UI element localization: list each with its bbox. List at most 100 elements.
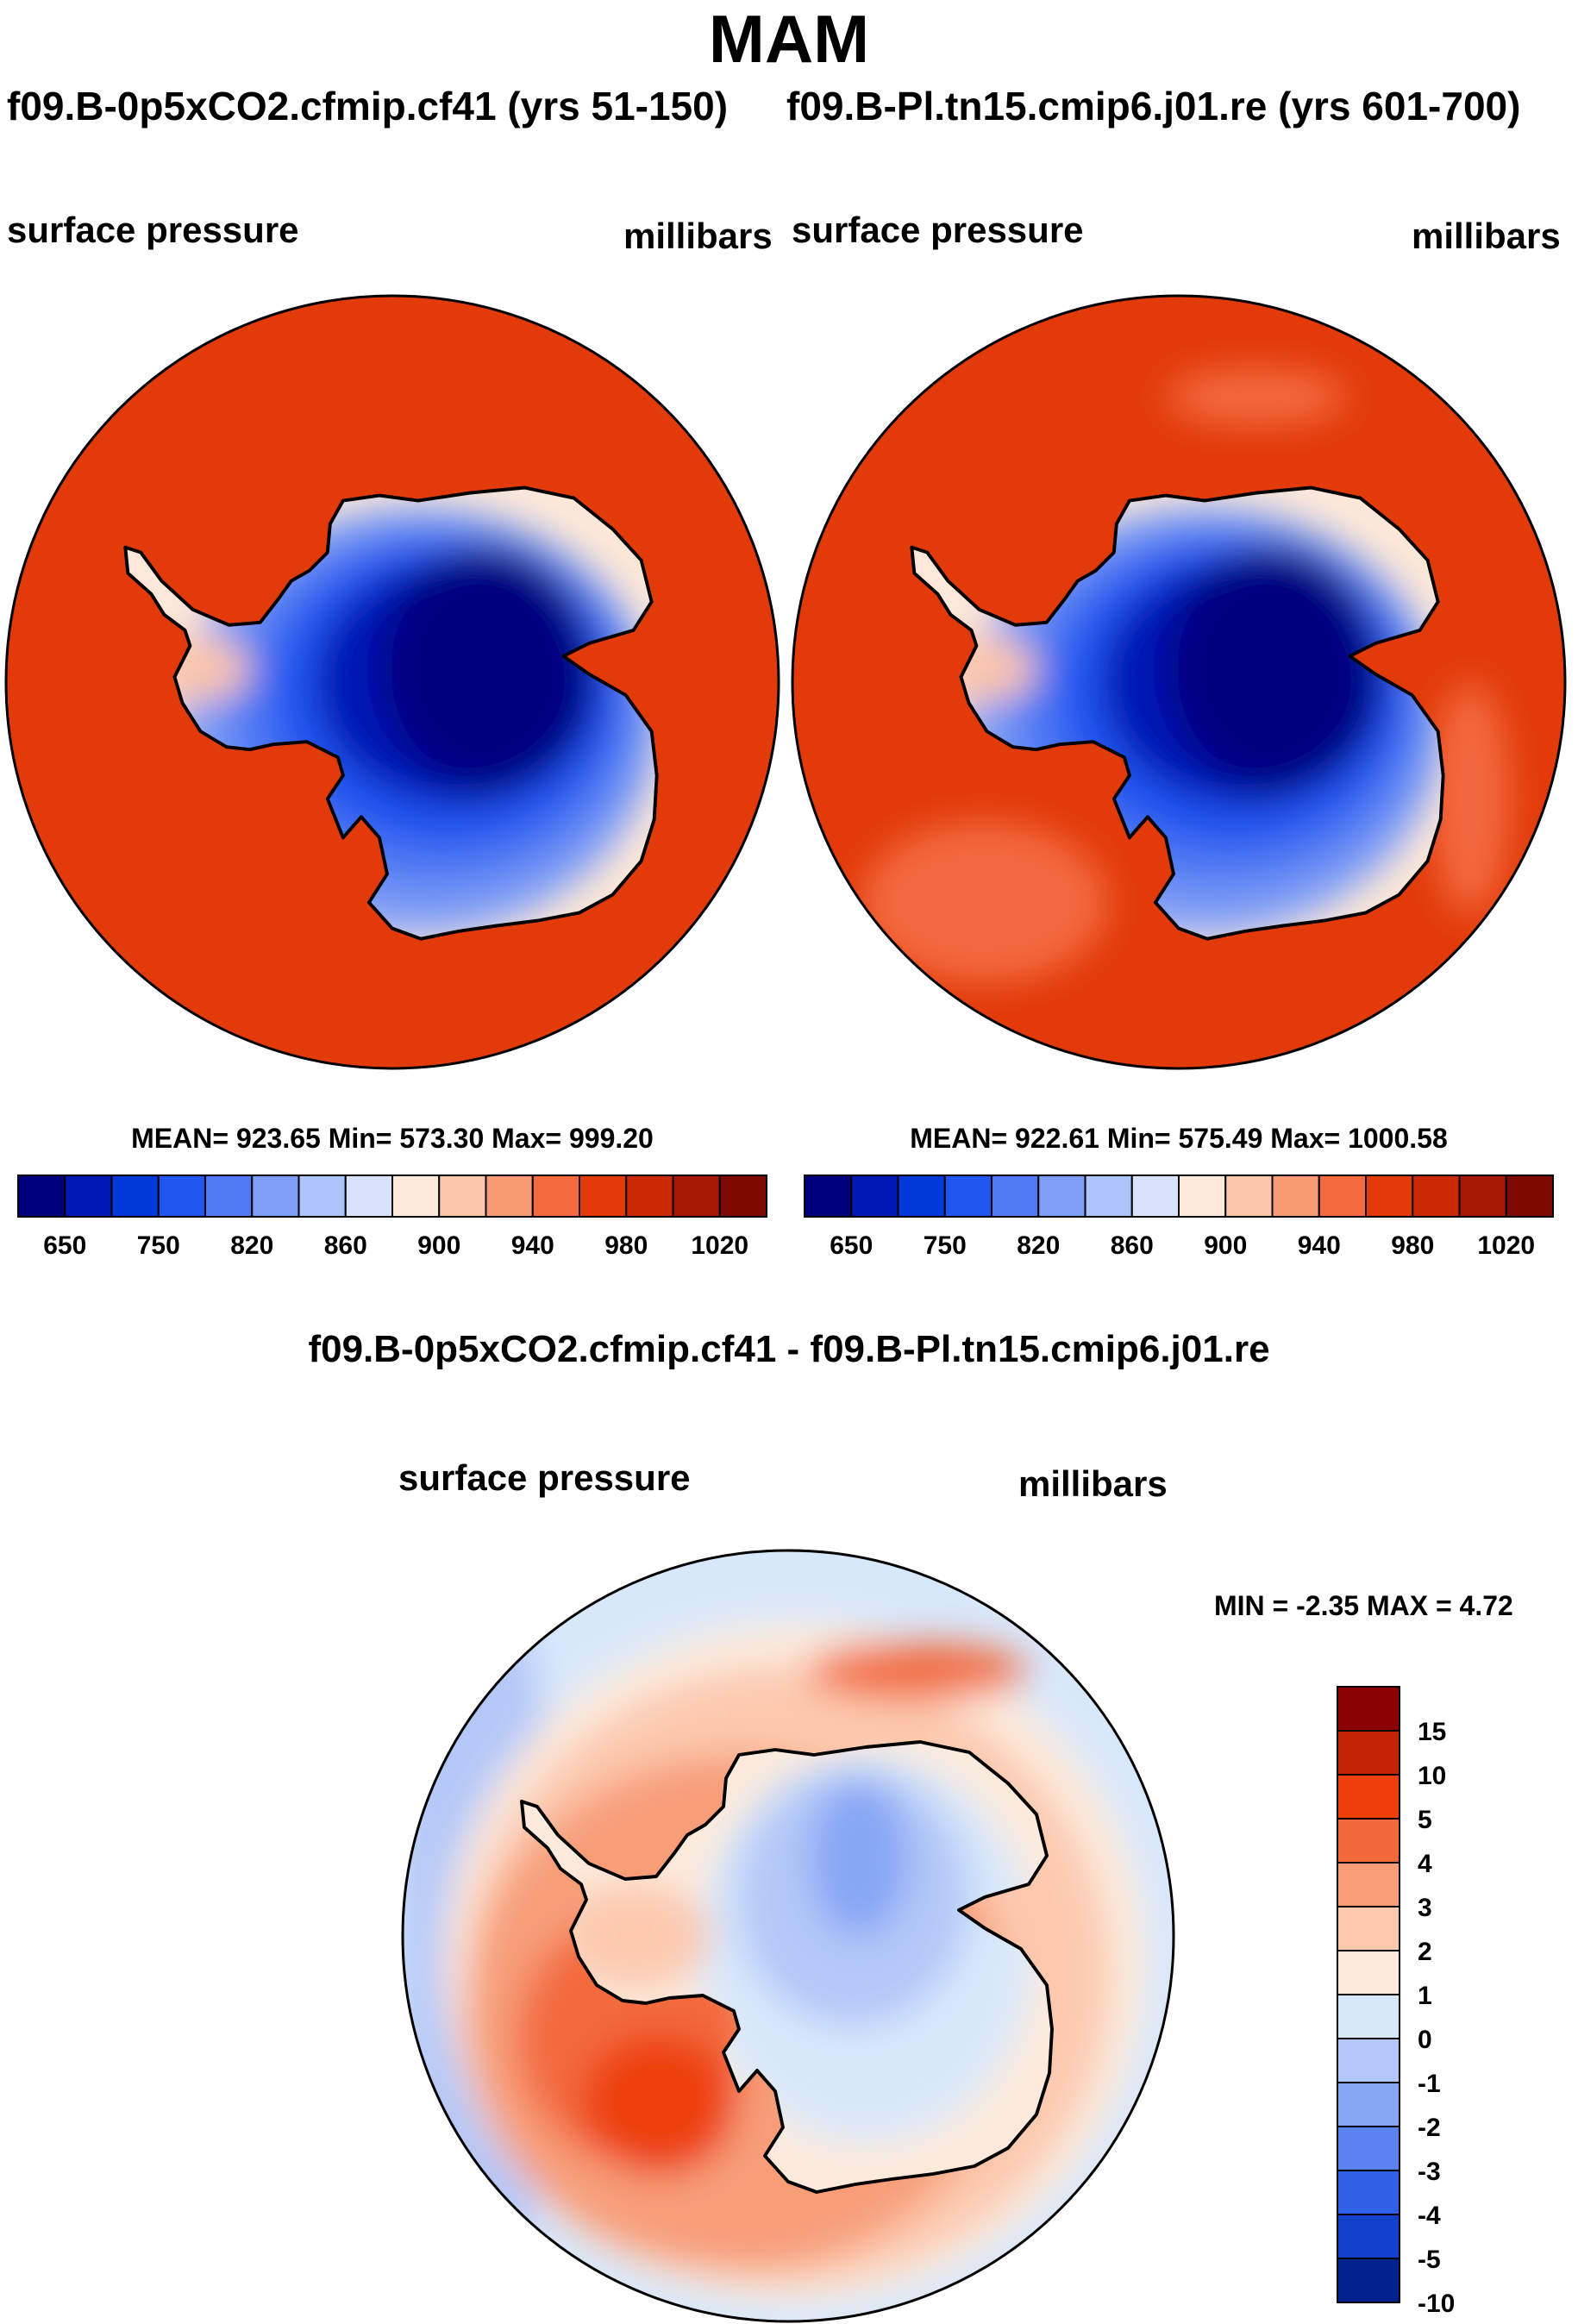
panel1-colorbar-swatch-15	[718, 1175, 767, 1218]
difference-colorbar-swatch-2	[1337, 1774, 1400, 1820]
panel1-colorbar-swatch-10	[485, 1175, 534, 1218]
panel2-colorbar-swatch-1	[850, 1175, 899, 1218]
difference-colorbar-tick-label: 4	[1418, 1850, 1432, 1878]
panel2-map-border	[791, 294, 1567, 1070]
difference-colorbar-tick-label: 1	[1418, 1982, 1432, 2010]
panel2-colorbar-swatch-11	[1318, 1175, 1367, 1218]
difference-colorbar-tick-label: 10	[1418, 1762, 1446, 1790]
panel1-map	[4, 294, 780, 1070]
panel2-case-label: f09.B-Pl.tn15.cmip6.j01.re (yrs 601-700)	[786, 84, 1521, 128]
difference-colorbar-tick-label: -10	[1418, 2290, 1455, 2318]
diff-units-label: millibars	[1018, 1463, 1168, 1504]
panel1-colorbar-tick-label: 650	[43, 1231, 86, 1260]
difference-colorbar-tick-label: -5	[1418, 2246, 1441, 2274]
difference-colorbar-swatch-12	[1337, 2214, 1400, 2259]
difference-colorbar-swatch-10	[1337, 2126, 1400, 2171]
difference-colorbar-tick-label: 5	[1418, 1806, 1432, 1834]
panel2-colorbar-swatch-3	[943, 1175, 993, 1218]
panel2-colorbar-swatch-6	[1084, 1175, 1133, 1218]
panel1-colorbar-swatch-13	[625, 1175, 674, 1218]
difference-colorbar-swatch-7	[1337, 1994, 1400, 2039]
panel2-colorbar-swatch-9	[1224, 1175, 1274, 1218]
panel2-units-label: millibars	[1412, 216, 1561, 256]
panel1-colorbar-swatch-5	[251, 1175, 300, 1218]
panel2-colorbar-swatch-10	[1271, 1175, 1320, 1218]
panel1-colorbar-tick-label: 860	[324, 1231, 367, 1260]
difference-colorbar-swatch-13	[1337, 2258, 1400, 2303]
difference-colorbar-swatch-3	[1337, 1818, 1400, 1864]
diff-variable-label: surface pressure	[398, 1457, 691, 1498]
panel2-variable-label: surface pressure	[792, 210, 1084, 250]
panel1-colorbar-swatch-11	[531, 1175, 580, 1218]
panel1-colorbar-tick-label: 1020	[691, 1231, 748, 1260]
figure-title: MAM	[708, 1, 870, 77]
panel1-colorbar-swatch-14	[672, 1175, 721, 1218]
difference-colorbar-swatch-4	[1337, 1862, 1400, 1907]
difference-map	[401, 1549, 1175, 2323]
panel1-colorbar-swatch-9	[438, 1175, 487, 1218]
panel1-colorbar-swatch-2	[110, 1175, 160, 1218]
difference-colorbar-swatch-8	[1337, 2038, 1400, 2083]
panel1-colorbar-swatch-12	[579, 1175, 628, 1218]
difference-continent-field	[522, 1742, 1052, 2192]
diff-minmax: MIN = -2.35 MAX = 4.72	[1214, 1590, 1513, 1621]
panel2-colorbar-tick-label: 820	[1017, 1231, 1060, 1260]
difference-colorbar-tick-label: -4	[1418, 2202, 1441, 2230]
difference-colorbar-tick-label: 2	[1418, 1938, 1432, 1966]
panel2-colorbar-tick-label: 900	[1204, 1231, 1247, 1260]
panel1-colorbar-tick-label: 940	[511, 1231, 554, 1260]
panel2-colorbar-swatch-8	[1178, 1175, 1227, 1218]
panel2-colorbar-swatch-2	[897, 1175, 946, 1218]
panel1-colorbar-tick-label: 750	[137, 1231, 180, 1260]
panel2-colorbar-swatch-5	[1037, 1175, 1086, 1218]
panel2-colorbar-swatch-12	[1365, 1175, 1414, 1218]
panel2-colorbar-swatch-0	[804, 1175, 853, 1218]
panel1-colorbar-swatch-8	[391, 1175, 441, 1218]
panel2-colorbar-tick-label: 860	[1111, 1231, 1154, 1260]
panel1-colorbar-swatch-4	[204, 1175, 254, 1218]
difference-colorbar-swatch-6	[1337, 1950, 1400, 1995]
panel2-stats: MEAN= 922.61 Min= 575.49 Max= 1000.58	[910, 1123, 1448, 1154]
panel1-colorbar-swatch-0	[17, 1175, 66, 1218]
difference-title: f09.B-0p5xCO2.cfmip.cf41 - f09.B-Pl.tn15…	[308, 1328, 1270, 1370]
panel1-colorbar-swatch-6	[297, 1175, 347, 1218]
panel1-map-border	[4, 294, 780, 1070]
difference-colorbar-swatch-0	[1337, 1686, 1400, 1732]
panel1-colorbar-swatch-3	[157, 1175, 206, 1218]
panel1-colorbar: 650 750 820 860 900 940 980 1020	[17, 1175, 767, 1260]
panel2-colorbar-tick-label: 940	[1298, 1231, 1341, 1260]
panel1-colorbar-swatch-1	[64, 1175, 113, 1218]
panel2-map	[791, 294, 1567, 1070]
panel1-colorbar-swatch-7	[344, 1175, 393, 1218]
panel1-units-label: millibars	[623, 216, 773, 256]
panel2-colorbar-swatch-7	[1130, 1175, 1180, 1218]
difference-colorbar-swatch-5	[1337, 1906, 1400, 1951]
difference-colorbar-tick-label: 3	[1418, 1894, 1432, 1922]
panel1-colorbar-tick-label: 980	[604, 1231, 648, 1260]
difference-colorbar-tick-label: -1	[1418, 2070, 1441, 2098]
panel1-colorbar-tick-label: 820	[230, 1231, 273, 1260]
panel2-colorbar-tick-label: 1020	[1477, 1231, 1535, 1260]
panel2-colorbar-swatch-15	[1505, 1175, 1554, 1218]
difference-colorbar-tick-label: -3	[1418, 2158, 1441, 2186]
panel2-colorbar-tick-label: 750	[924, 1231, 967, 1260]
panel2-high-zones	[861, 368, 1510, 983]
panel2-colorbar-tick-label: 650	[830, 1231, 873, 1260]
difference-colorbar-swatch-1	[1337, 1730, 1400, 1776]
panel1-variable-label: surface pressure	[7, 210, 299, 250]
panel1-colorbar-tick-label: 900	[417, 1231, 460, 1260]
panel2-colorbar-swatch-4	[991, 1175, 1040, 1218]
difference-colorbar-tick-label: 15	[1418, 1718, 1446, 1746]
difference-colorbar-swatch-11	[1337, 2170, 1400, 2215]
panel1-continent-field	[125, 487, 657, 939]
panel2-colorbar: 650 750 820 860 900 940 980 1020	[804, 1175, 1554, 1260]
difference-colorbar-swatch-9	[1337, 2082, 1400, 2127]
panel2-colorbar-swatch-13	[1412, 1175, 1461, 1218]
panel1-case-label: f09.B-0p5xCO2.cfmip.cf41 (yrs 51-150)	[7, 84, 729, 128]
difference-colorbar-tick-label: 0	[1418, 2026, 1432, 2054]
panel1-stats: MEAN= 923.65 Min= 573.30 Max= 999.20	[131, 1123, 654, 1154]
panel2-colorbar-tick-label: 980	[1391, 1231, 1434, 1260]
difference-colorbar-tick-label: -2	[1418, 2114, 1441, 2142]
panel2-colorbar-swatch-14	[1458, 1175, 1507, 1218]
